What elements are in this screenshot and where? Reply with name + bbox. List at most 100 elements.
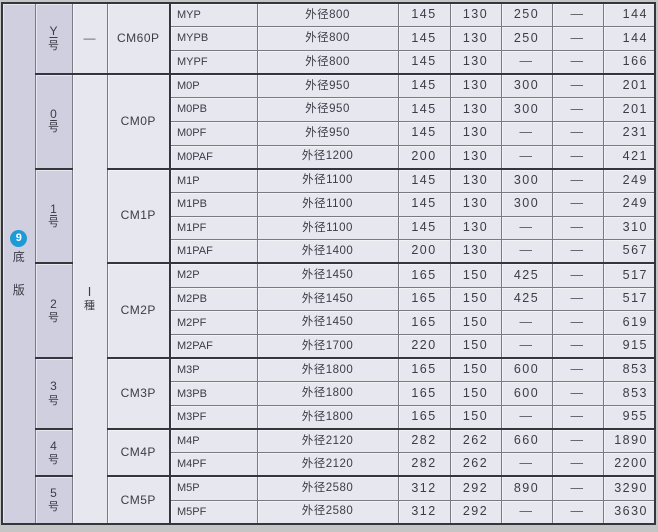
table-row: M1PB 外径1100 145 130 300 — 249 [2,191,656,217]
weight-cell: 144 [602,26,656,51]
weight-cell: 915 [602,333,656,359]
value-cell: 145 [397,191,451,217]
size-cell: 外径1100 [256,215,399,241]
value-cell: 300 [500,97,553,122]
model-cell: M3PF [169,404,258,430]
value-cell: — [551,499,604,525]
size-cell: 外径950 [256,73,399,99]
table-row: MYPF 外径800 145 130 — — 166 [2,49,656,75]
section-label-char: 底 [12,249,25,264]
value-cell: 150 [449,310,502,335]
value-cell: — [500,499,553,525]
weight-cell: 231 [602,120,656,146]
value-cell: — [551,215,604,241]
size-group-num: 4 [50,438,57,453]
value-cell: 165 [397,404,451,430]
size-group-num: 2 [50,296,57,311]
weight-cell: 567 [602,239,656,264]
weight-cell: 249 [602,191,656,217]
value-cell: 130 [449,97,502,122]
value-cell: 262 [449,428,502,454]
value-cell: 425 [500,262,553,288]
value-cell: — [500,144,553,170]
value-cell: 220 [397,333,451,359]
value-cell: 165 [397,381,451,406]
weight-cell: 144 [602,2,656,28]
model-cell: M3PB [169,381,258,406]
size-cell: 外径1100 [256,167,399,193]
table-row: M2PF 外径1450 165 150 — — 619 [2,310,656,335]
model-cell: MYPB [169,26,258,51]
value-cell: — [551,310,604,335]
weight-cell: 201 [602,73,656,99]
value-cell: 150 [449,381,502,406]
value-cell: — [500,333,553,359]
weight-cell: 619 [602,310,656,335]
class-cell: — [71,1,108,75]
size-group-suffix: 号 [48,453,59,466]
size-group-num: 5 [50,486,57,501]
value-cell: 165 [397,357,451,383]
value-cell: 600 [500,357,553,383]
section-label-char: 版 [12,283,25,297]
size-cell: 外径2580 [256,475,399,501]
model-cell: M1PAF [169,239,258,264]
value-cell: — [551,404,604,430]
weight-cell: 249 [602,167,656,193]
model-cell: M2PF [169,310,258,335]
table-row: M2PAF 外径1700 220 150 — — 915 [2,333,656,359]
model-cell: M5P [169,475,258,501]
model-cell: M1P [169,167,258,193]
size-cell: 外径950 [256,120,399,146]
size-cell: 外径800 [256,2,399,28]
section-number-badge: 9 [10,229,28,247]
value-cell: — [551,26,604,51]
value-cell: 165 [397,286,451,312]
value-cell: 660 [500,428,553,454]
size-cell: 外径1400 [256,239,399,264]
weight-cell: 421 [602,144,656,170]
model-cell: M1PF [169,215,258,241]
size-cell: 外径2120 [256,428,399,454]
value-cell: — [500,452,553,477]
value-cell: 292 [449,499,502,525]
value-cell: 425 [500,286,553,312]
value-cell: — [551,144,604,170]
value-cell: 145 [397,49,451,75]
model-cell: M4P [169,428,258,454]
size-cell: 外径1450 [256,286,399,312]
model-cell: M3P [169,357,258,383]
value-cell: 200 [397,144,451,170]
table-row: M3PF 外径1800 165 150 — — 955 [2,404,656,430]
value-cell: — [551,262,604,288]
size-group-num: 3 [50,379,57,394]
value-cell: 130 [449,26,502,51]
table-row: M0PF 外径950 145 130 — — 231 [2,120,656,146]
size-group-num: 1 [50,201,57,216]
value-cell: 130 [449,73,502,99]
cm-model-cell: CM60P [106,1,171,75]
model-cell: M0PB [169,97,258,122]
size-group-suffix: 号 [48,122,59,135]
value-cell: — [551,381,604,406]
value-cell: 282 [397,452,451,477]
value-cell: — [551,357,604,383]
size-cell: 外径1200 [256,144,399,170]
value-cell: — [551,239,604,264]
value-cell: — [551,120,604,146]
value-cell: 145 [397,73,451,99]
class-mark-top: Ⅰ [87,284,92,299]
model-cell: M2PB [169,286,258,312]
value-cell: 200 [397,239,451,264]
size-cell: 外径1100 [256,191,399,217]
value-cell: 130 [449,49,502,75]
model-cell: M1PB [169,191,258,217]
